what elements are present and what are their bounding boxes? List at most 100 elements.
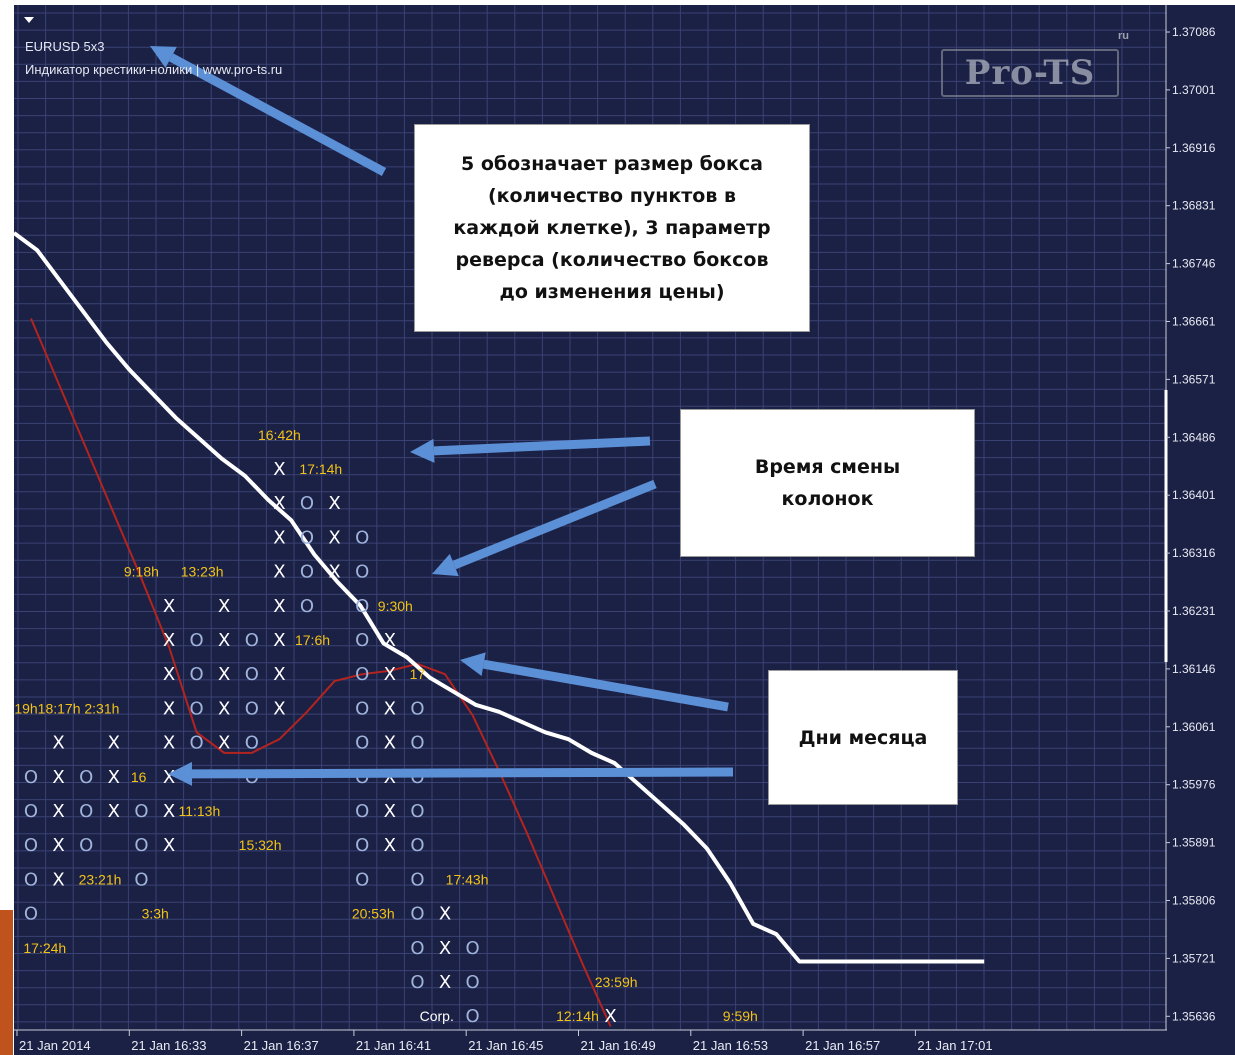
o-mark: O bbox=[466, 1006, 480, 1027]
x-tick-label: 21 Jan 16:53 bbox=[693, 1038, 768, 1053]
y-tick-label: 1.36831 bbox=[1172, 199, 1216, 213]
callout-line: Время смены bbox=[754, 456, 901, 478]
x-tick-label: 21 Jan 2014 bbox=[19, 1038, 91, 1053]
o-mark: O bbox=[134, 835, 148, 856]
x-mark: X bbox=[218, 664, 230, 685]
o-mark: O bbox=[24, 869, 38, 890]
x-tick-label: 21 Jan 16:57 bbox=[805, 1038, 880, 1053]
collapse-arrow-icon[interactable] bbox=[24, 17, 34, 23]
arrow-shaft bbox=[168, 53, 387, 176]
callout-box-size: 5 обозначает размер бокса (количество пу… bbox=[414, 124, 810, 332]
time-label: 16 bbox=[131, 769, 147, 785]
time-label: 23:59h bbox=[595, 974, 638, 990]
indicator-lines bbox=[12, 231, 985, 1027]
price-axis bbox=[1167, 5, 1235, 1030]
x-tick-label: 21 Jan 16:37 bbox=[244, 1038, 319, 1053]
x-mark: X bbox=[439, 938, 451, 959]
arrow-head bbox=[460, 652, 486, 676]
o-mark: O bbox=[245, 698, 259, 719]
o-mark: O bbox=[355, 733, 369, 754]
y-tick-label: 1.36486 bbox=[1172, 430, 1216, 444]
x-mark: X bbox=[52, 767, 64, 788]
callout-month-days: Дни месяца bbox=[768, 670, 958, 805]
callout-line: Дни месяца bbox=[798, 726, 928, 749]
x-tick-label: 21 Jan 16:41 bbox=[356, 1038, 431, 1053]
o-mark: O bbox=[410, 835, 424, 856]
o-mark: O bbox=[79, 767, 93, 788]
time-label: 12:14h bbox=[556, 1008, 599, 1024]
arrow-head bbox=[168, 761, 193, 786]
x-mark: X bbox=[163, 835, 175, 856]
y-tick-label: 1.36061 bbox=[1172, 720, 1216, 734]
x-mark: X bbox=[108, 767, 120, 788]
red-line bbox=[30, 318, 612, 1027]
o-mark: O bbox=[245, 733, 259, 754]
time-label: 17:14h bbox=[299, 461, 342, 477]
y-tick-label: 1.36746 bbox=[1172, 257, 1216, 271]
time-label: 17 bbox=[410, 666, 426, 682]
x-mark: X bbox=[163, 801, 175, 822]
logo-sup: ru bbox=[1118, 30, 1129, 42]
pro-ts-logo: Pro-TS bbox=[941, 49, 1119, 97]
callout-line: каждой клетке), 3 параметр bbox=[453, 217, 771, 239]
callout-column-time: Время смены колонок bbox=[680, 409, 975, 557]
x-mark: X bbox=[52, 733, 64, 754]
x-mark: X bbox=[384, 698, 396, 719]
x-mark: X bbox=[108, 733, 120, 754]
o-mark: O bbox=[355, 869, 369, 890]
arrow-shaft bbox=[191, 767, 734, 779]
x-mark: X bbox=[273, 493, 285, 514]
x-mark: X bbox=[273, 664, 285, 685]
o-mark: O bbox=[410, 801, 424, 822]
callout-line: колонок bbox=[781, 488, 874, 510]
time-label: 17:43h bbox=[446, 871, 489, 887]
x-mark: X bbox=[384, 664, 396, 685]
time-label: 19h18:17h 2:31h bbox=[14, 700, 119, 716]
x-mark: X bbox=[273, 459, 285, 480]
time-label: 9:30h bbox=[378, 598, 413, 614]
o-mark: O bbox=[410, 733, 424, 754]
x-mark: X bbox=[218, 733, 230, 754]
o-mark: O bbox=[355, 562, 369, 583]
x-mark: X bbox=[52, 835, 64, 856]
x-tick-label: 21 Jan 16:33 bbox=[131, 1038, 206, 1053]
o-mark: O bbox=[24, 801, 38, 822]
y-tick-label: 1.36231 bbox=[1172, 604, 1216, 618]
arrow-head bbox=[410, 438, 435, 463]
x-mark: X bbox=[52, 801, 64, 822]
o-mark: O bbox=[466, 972, 480, 993]
y-tick-label: 1.37086 bbox=[1172, 25, 1216, 39]
y-tick-label: 1.35976 bbox=[1172, 778, 1216, 792]
symbol-label: EURUSD 5x3 bbox=[25, 39, 105, 54]
x-tick-label: 21 Jan 16:45 bbox=[468, 1038, 543, 1053]
o-mark: O bbox=[410, 869, 424, 890]
x-mark: X bbox=[163, 596, 175, 617]
y-tick-label: 1.36401 bbox=[1172, 488, 1216, 502]
o-mark: O bbox=[24, 835, 38, 856]
x-mark: X bbox=[273, 562, 285, 583]
x-mark: X bbox=[273, 630, 285, 651]
y-tick-label: 1.35721 bbox=[1172, 951, 1216, 965]
y-tick-label: 1.35806 bbox=[1172, 894, 1216, 908]
x-mark: X bbox=[328, 493, 340, 514]
x-mark: X bbox=[218, 698, 230, 719]
o-mark: O bbox=[300, 562, 314, 583]
axes: 1.37086 1.37001 1.36916 1.36831 1.36746 1.366… bbox=[14, 5, 1216, 1053]
arrow-shaft bbox=[452, 479, 657, 570]
o-mark: O bbox=[245, 664, 259, 685]
o-mark: O bbox=[410, 698, 424, 719]
time-label: 13:23h bbox=[181, 564, 224, 580]
time-label: 11:13h bbox=[178, 803, 220, 819]
x-mark: X bbox=[384, 733, 396, 754]
o-mark: O bbox=[355, 527, 369, 548]
time-label: 9:59h bbox=[723, 1008, 758, 1024]
x-mark: X bbox=[439, 904, 451, 925]
o-mark: O bbox=[466, 938, 480, 959]
o-mark: O bbox=[134, 869, 148, 890]
time-axis bbox=[14, 1030, 1235, 1055]
o-mark: O bbox=[245, 630, 259, 651]
time-label: 20:53h bbox=[352, 906, 395, 922]
o-mark: O bbox=[410, 972, 424, 993]
arrow-head bbox=[432, 553, 459, 577]
